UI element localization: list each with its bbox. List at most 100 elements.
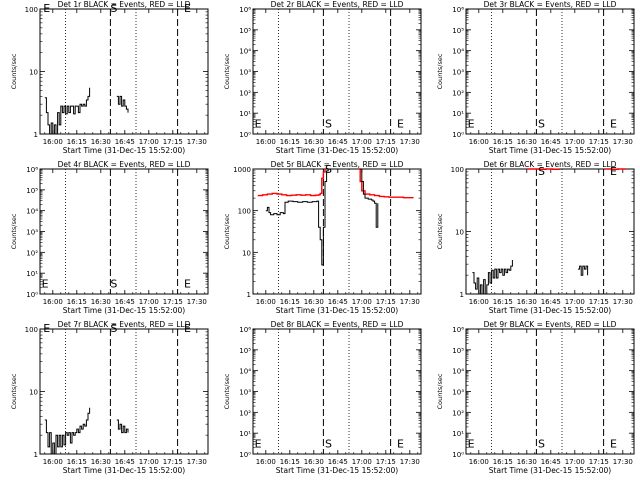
- chart-3-marker-s-2: S: [538, 118, 545, 131]
- chart-7-x-tick-label: 16:45: [115, 458, 135, 466]
- chart-8-x-tick-label: 17:00: [352, 458, 372, 466]
- chart-6-x-axis-label: Start Time (31-Dec-15 15:52:00): [489, 306, 611, 315]
- chart-5-events-line-2: [360, 168, 379, 228]
- chart-4-y-tick-label: 10⁶: [26, 166, 38, 174]
- chart-8-y-tick-label: 10²: [239, 409, 251, 417]
- chart-7-x-axis-label: Start Time (31-Dec-15 15:52:00): [63, 466, 185, 475]
- chart-3-x-tick-label: 17:30: [613, 138, 633, 146]
- chart-9-x-tick-label: 17:00: [565, 458, 585, 466]
- chart-9-x-axis-label: Start Time (31-Dec-15 15:52:00): [489, 466, 611, 475]
- chart-7-x-tick-label: 16:00: [43, 458, 63, 466]
- chart-9-marker-e-1: E: [468, 438, 475, 451]
- chart-5-x-tick-label: 17:15: [376, 298, 396, 306]
- chart-8-marker-e-1: E: [255, 438, 262, 451]
- detector-chart-6: Det 6r BLACK = Events, RED = LLD 1 10 100 Co…: [436, 160, 635, 315]
- chart-6-x-tick-label: 17:00: [565, 298, 585, 306]
- chart-4-y-tick-label: 10⁵: [26, 187, 38, 195]
- detector-chart-8: Det 8r BLACK = Events, RED = LLD 10⁰ 10¹ 10…: [223, 320, 422, 475]
- chart-1-title: Det 1r BLACK = Events, RED = LLD: [58, 0, 191, 9]
- chart-6-events-line-1: [472, 260, 513, 295]
- chart-2-y-axis-label: Counts/sec: [223, 53, 231, 89]
- chart-9-x-tick-label: 17:15: [589, 458, 609, 466]
- chart-1-marker-e-1: E: [43, 2, 50, 15]
- chart-4-x-tick-label: 16:15: [67, 298, 87, 306]
- chart-8-y-axis-label: Counts/sec: [223, 373, 231, 409]
- chart-3-x-tick-label: 16:15: [493, 138, 513, 146]
- chart-8-y-tick-label: 10⁰: [239, 451, 251, 459]
- chart-8-y-tick-label: 10⁴: [239, 368, 251, 376]
- chart-8-marker-s-2: S: [325, 438, 332, 451]
- chart-7-marker-s-2: S: [110, 322, 117, 335]
- chart-3-x-tick-label: 16:30: [517, 138, 537, 146]
- chart-6-x-tick-label: 17:15: [589, 298, 609, 306]
- chart-4-marker-e-1: E: [42, 278, 49, 291]
- chart-2-x-axis-label: Start Time (31-Dec-15 15:52:00): [276, 146, 398, 155]
- chart-4-x-tick-label: 17:15: [163, 298, 183, 306]
- chart-7-x-tick-label: 16:15: [67, 458, 87, 466]
- chart-1-x-tick-label: 17:30: [187, 138, 207, 146]
- chart-1-x-tick-label: 17:00: [139, 138, 159, 146]
- chart-7-marker-e-3: E: [184, 322, 191, 335]
- chart-5-title: Det 5r BLACK = Events, RED = LLD: [271, 160, 404, 169]
- chart-5-lld-line-1: [257, 169, 326, 197]
- chart-6-title: Det 6r BLACK = Events, RED = LLD: [484, 160, 617, 169]
- chart-4-x-tick-label: 17:00: [139, 298, 159, 306]
- detector-chart-7: Det 7r BLACK = Events, RED = LLD 1 10 100 Co…: [10, 320, 209, 475]
- chart-9-marker-s-2: S: [538, 438, 545, 451]
- chart-6-x-tick-label: 16:30: [517, 298, 537, 306]
- chart-5-x-axis-label: Start Time (31-Dec-15 15:52:00): [276, 306, 398, 315]
- chart-5-y-axis-label: Counts/sec: [223, 213, 231, 249]
- chart-7-y-tick-label: 1: [34, 451, 38, 459]
- chart-5-events-line-1: [265, 169, 329, 266]
- chart-1-y-tick-label: 100: [25, 6, 38, 14]
- chart-3-marker-e-3: E: [610, 118, 617, 131]
- chart-8-y-tick-label: 10⁵: [239, 347, 251, 355]
- chart-6-events-line-2: [578, 265, 589, 276]
- chart-7-x-tick-label: 16:30: [91, 458, 111, 466]
- chart-9-x-tick-label: 16:15: [493, 458, 513, 466]
- chart-4-marker-s-2: S: [110, 278, 117, 291]
- chart-2-x-tick-label: 17:30: [400, 138, 420, 146]
- chart-5-x-tick-label: 17:30: [400, 298, 420, 306]
- chart-8-x-tick-label: 17:15: [376, 458, 396, 466]
- chart-2-y-tick-label: 10¹: [239, 110, 251, 118]
- chart-3-y-tick-label: 10⁴: [452, 48, 464, 56]
- chart-1-x-tick-label: 16:15: [67, 138, 87, 146]
- chart-2-title: Det 2r BLACK = Events, RED = LLD: [271, 0, 404, 9]
- chart-4-y-tick-label: 10²: [26, 249, 38, 257]
- chart-4-x-axis-label: Start Time (31-Dec-15 15:52:00): [63, 306, 185, 315]
- chart-2-x-tick-label: 16:30: [304, 138, 324, 146]
- chart-9-marker-e-3: E: [610, 438, 617, 451]
- chart-8-title: Det 8r BLACK = Events, RED = LLD: [271, 320, 404, 329]
- chart-8-y-tick-label: 10¹: [239, 430, 251, 438]
- detector-chart-9: Det 9r BLACK = Events, RED = LLD 10⁰ 10¹ 10…: [436, 320, 635, 475]
- chart-2-x-tick-label: 16:45: [328, 138, 348, 146]
- chart-9-y-tick-label: 10⁰: [452, 451, 464, 459]
- chart-6-x-tick-label: 16:00: [469, 298, 489, 306]
- chart-5-y-tick-label: 1: [247, 291, 251, 299]
- chart-4-y-tick-label: 10⁴: [26, 208, 38, 216]
- chart-4-y-tick-label: 10³: [26, 229, 38, 237]
- chart-2-y-tick-label: 10⁶: [239, 6, 251, 14]
- chart-7-events-line-1: [44, 407, 91, 455]
- chart-4-x-tick-label: 16:00: [43, 298, 63, 306]
- chart-4-y-tick-label: 10⁰: [26, 291, 38, 299]
- chart-1-x-tick-label: 16:30: [91, 138, 111, 146]
- chart-6-y-tick-label: 1: [460, 291, 464, 299]
- chart-5-x-tick-label: 16:45: [328, 298, 348, 306]
- chart-5-x-tick-label: 16:30: [304, 298, 324, 306]
- chart-3-x-tick-label: 17:15: [589, 138, 609, 146]
- chart-7-marker-e-1: E: [43, 322, 50, 335]
- chart-9-y-tick-label: 10³: [452, 389, 464, 397]
- chart-7-title: Det 7r BLACK = Events, RED = LLD: [58, 320, 191, 329]
- chart-7-y-axis-label: Counts/sec: [10, 373, 18, 409]
- chart-7-y-tick-label: 10: [29, 389, 38, 397]
- chart-2-x-tick-label: 17:15: [376, 138, 396, 146]
- chart-2-marker-e-1: E: [255, 118, 262, 131]
- chart-4-x-tick-label: 17:30: [187, 298, 207, 306]
- chart-2-y-tick-label: 10⁰: [239, 131, 251, 139]
- chart-2-marker-s-2: S: [325, 118, 332, 131]
- chart-8-x-tick-label: 16:00: [256, 458, 276, 466]
- chart-8-x-tick-label: 17:30: [400, 458, 420, 466]
- chart-5-x-tick-label: 16:00: [256, 298, 276, 306]
